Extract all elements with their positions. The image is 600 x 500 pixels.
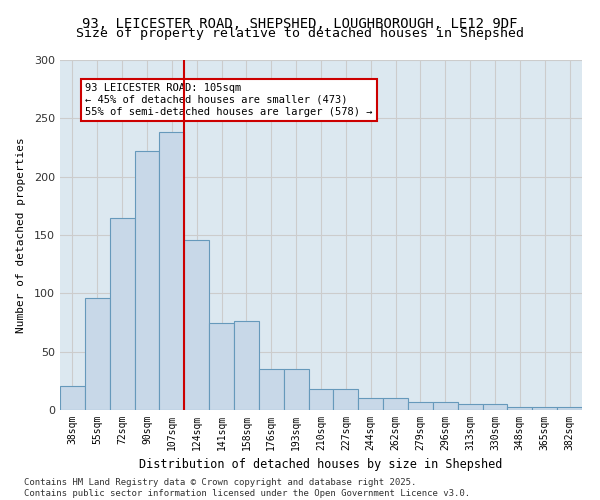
Bar [110,218,134,410]
Bar [160,132,184,410]
Bar [134,151,160,410]
Bar [532,406,557,410]
Bar [60,386,85,410]
Bar [433,402,458,410]
Bar [234,322,259,410]
X-axis label: Distribution of detached houses by size in Shepshed: Distribution of detached houses by size … [139,458,503,471]
Bar [408,402,433,410]
Bar [482,404,508,410]
Bar [184,240,209,410]
Bar [259,369,284,410]
Bar [458,404,482,410]
Bar [358,398,383,410]
Bar [334,389,358,410]
Text: Size of property relative to detached houses in Shepshed: Size of property relative to detached ho… [76,28,524,40]
Text: 93, LEICESTER ROAD, SHEPSHED, LOUGHBOROUGH, LE12 9DF: 93, LEICESTER ROAD, SHEPSHED, LOUGHBOROU… [82,18,518,32]
Y-axis label: Number of detached properties: Number of detached properties [16,137,26,333]
Text: 93 LEICESTER ROAD: 105sqm
← 45% of detached houses are smaller (473)
55% of semi: 93 LEICESTER ROAD: 105sqm ← 45% of detac… [85,84,373,116]
Bar [284,369,308,410]
Bar [85,298,110,410]
Bar [508,406,532,410]
Bar [308,389,334,410]
Bar [557,406,582,410]
Bar [209,322,234,410]
Text: Contains HM Land Registry data © Crown copyright and database right 2025.
Contai: Contains HM Land Registry data © Crown c… [24,478,470,498]
Bar [383,398,408,410]
